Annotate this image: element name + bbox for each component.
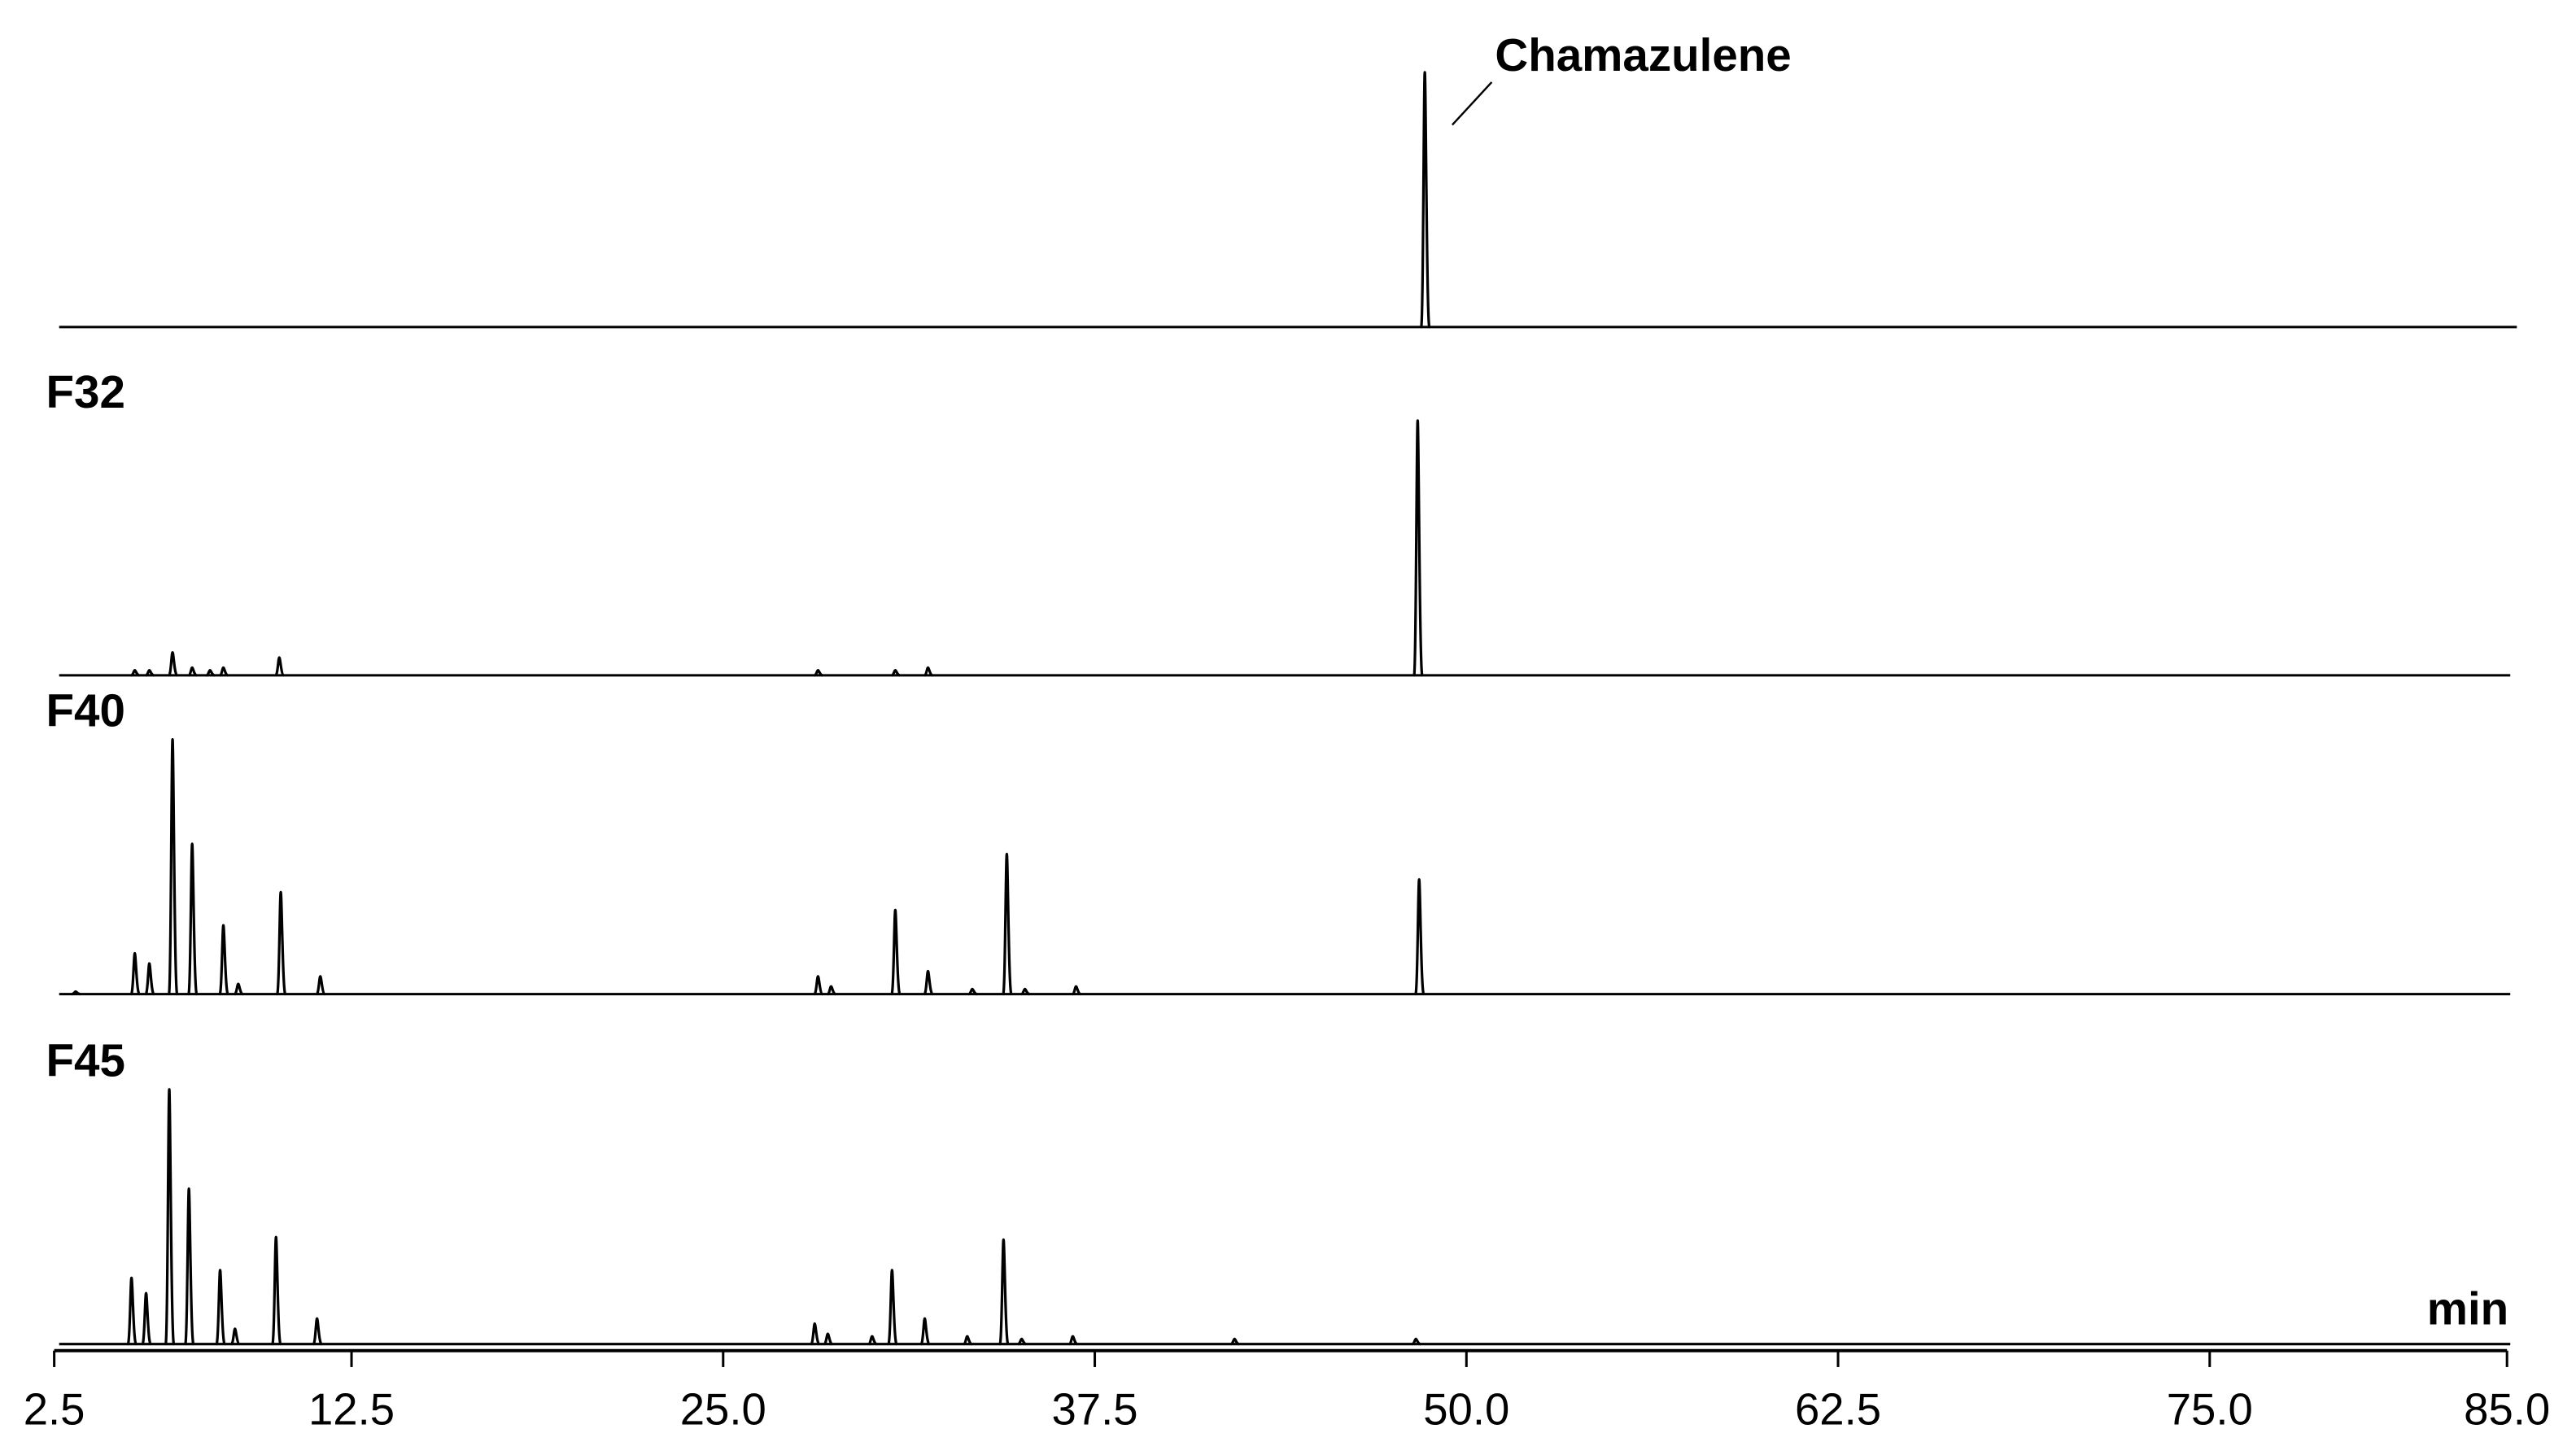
peak bbox=[141, 1291, 152, 1346]
peak bbox=[206, 669, 216, 677]
peak bbox=[1072, 985, 1081, 996]
peak bbox=[144, 962, 155, 996]
x-tick-label: 2.5 bbox=[24, 1385, 85, 1435]
peak bbox=[184, 1187, 195, 1346]
trace-label: F45 bbox=[46, 1035, 125, 1086]
peak bbox=[164, 1088, 176, 1346]
peak bbox=[129, 951, 141, 996]
peak bbox=[1414, 878, 1426, 996]
peak bbox=[188, 666, 198, 677]
peak bbox=[130, 669, 140, 677]
peak bbox=[813, 975, 824, 996]
x-tick-label: 62.5 bbox=[1795, 1385, 1881, 1435]
peak bbox=[218, 924, 229, 996]
peak bbox=[1068, 1335, 1078, 1346]
peak bbox=[1412, 419, 1424, 677]
peak bbox=[919, 1317, 931, 1346]
x-axis-label: min bbox=[2427, 1282, 2508, 1334]
peak bbox=[215, 1269, 226, 1346]
peak bbox=[145, 669, 155, 677]
annotation-leader bbox=[1452, 81, 1493, 126]
trace-label: F40 bbox=[46, 684, 125, 736]
x-tick-label: 50.0 bbox=[1423, 1385, 1509, 1435]
peak bbox=[126, 1276, 138, 1346]
peak bbox=[810, 1322, 821, 1346]
peak bbox=[168, 737, 179, 996]
peak bbox=[827, 985, 836, 996]
peak bbox=[229, 1327, 241, 1346]
annotation: Chamazulene bbox=[1495, 29, 1791, 81]
x-tick-label: 85.0 bbox=[2464, 1385, 2550, 1435]
peak bbox=[887, 1269, 898, 1346]
peak bbox=[72, 990, 81, 996]
peak bbox=[923, 969, 934, 996]
peak bbox=[168, 651, 179, 677]
peak bbox=[963, 1335, 972, 1346]
x-tick-label: 75.0 bbox=[2167, 1385, 2253, 1435]
peak bbox=[814, 669, 823, 677]
peak bbox=[312, 1317, 323, 1346]
peak bbox=[219, 666, 229, 677]
peak bbox=[1002, 852, 1013, 996]
peak bbox=[923, 666, 933, 677]
peak bbox=[271, 1235, 282, 1346]
peak bbox=[968, 987, 978, 996]
peak bbox=[187, 842, 199, 996]
x-tick-label: 25.0 bbox=[680, 1385, 766, 1435]
peak bbox=[998, 1238, 1010, 1346]
x-tick-label: 12.5 bbox=[308, 1385, 395, 1435]
peak bbox=[315, 975, 326, 996]
peak bbox=[276, 890, 287, 996]
peak bbox=[1230, 1337, 1240, 1346]
peak bbox=[1412, 1337, 1421, 1346]
peak bbox=[1020, 987, 1030, 996]
peak bbox=[234, 982, 244, 996]
peak bbox=[1420, 71, 1431, 329]
peak bbox=[274, 656, 286, 677]
peak bbox=[823, 1332, 833, 1346]
peak bbox=[890, 908, 902, 996]
trace-label: F32 bbox=[46, 366, 125, 417]
peak bbox=[1017, 1337, 1027, 1346]
x-tick-label: 37.5 bbox=[1051, 1385, 1137, 1435]
peak bbox=[867, 1335, 878, 1346]
peak bbox=[891, 669, 901, 677]
